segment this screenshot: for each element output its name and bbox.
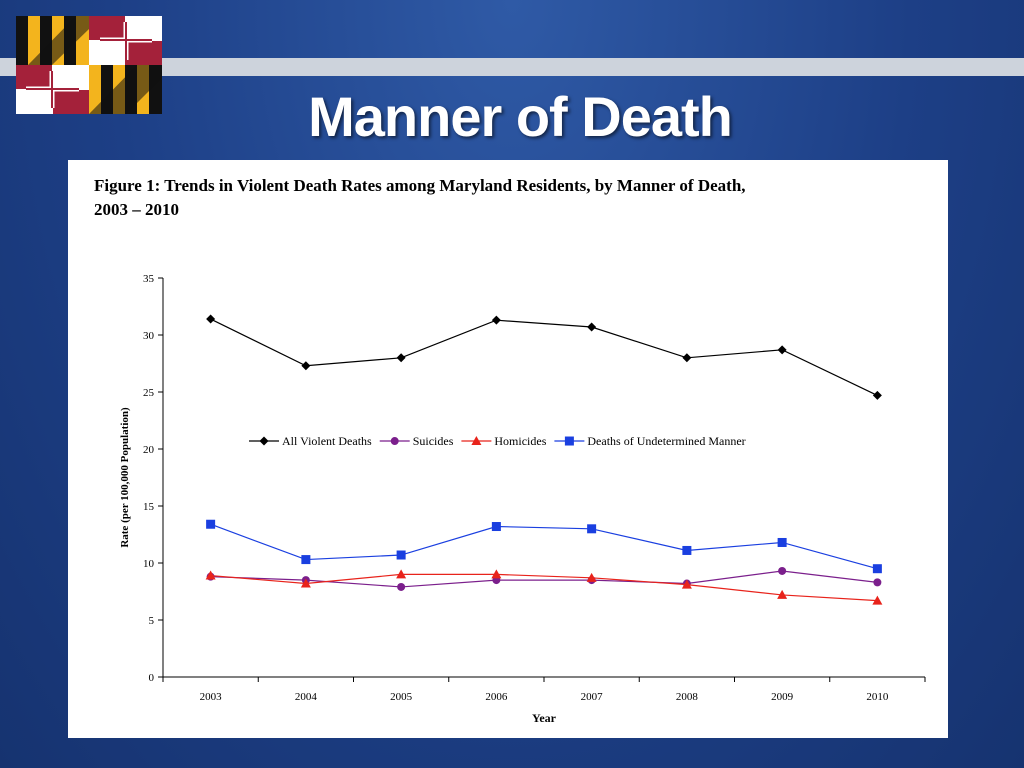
y-tick-label: 5: [149, 615, 155, 627]
maryland-flag-logo: [16, 16, 162, 114]
flag-crossland-quadrant-top-right: [89, 16, 162, 65]
flag-crossland-quadrant-bottom-left: [16, 65, 89, 114]
slide-title: Manner of Death: [308, 85, 733, 148]
y-tick-label: 10: [143, 558, 155, 570]
series-line-deaths-of-undetermined-manner: [210, 523, 878, 570]
data-point-deaths-of-undetermined-manner: [396, 550, 406, 560]
data-point-homicides: [396, 569, 407, 579]
data-point-homicides: [586, 572, 597, 582]
data-point-all-violent-deaths: [491, 315, 501, 325]
data-point-deaths-of-undetermined-manner: [587, 524, 597, 534]
x-tick-label: 2004: [295, 691, 318, 703]
data-point-deaths-of-undetermined-manner: [777, 537, 787, 547]
x-tick-label: 2006: [485, 691, 508, 703]
data-point-homicides: [491, 569, 502, 579]
data-point-all-violent-deaths: [777, 345, 787, 355]
data-point-deaths-of-undetermined-manner: [301, 555, 311, 565]
y-axis-label: Rate (per 100,000 Population): [119, 407, 131, 548]
x-tick-label: 2008: [676, 691, 699, 703]
data-point-all-violent-deaths: [682, 353, 692, 363]
data-point-all-violent-deaths: [872, 390, 882, 400]
legend-marker-deaths-of-undetermined-manner: [564, 436, 574, 446]
y-tick-label: 25: [143, 387, 155, 399]
figure-panel: Figure 1: Trends in Violent Death Rates …: [68, 160, 948, 738]
legend-label-all-violent-deaths: All Violent Deaths: [282, 434, 372, 448]
data-point-suicides: [397, 582, 406, 591]
data-point-all-violent-deaths: [206, 314, 216, 324]
y-tick-label: 0: [149, 672, 155, 684]
data-point-deaths-of-undetermined-manner: [206, 519, 216, 529]
flag-calvert-quadrant-top-left: [16, 16, 89, 65]
data-point-deaths-of-undetermined-manner: [682, 545, 692, 555]
legend-marker-suicides: [390, 437, 399, 446]
x-tick-label: 2005: [390, 691, 413, 703]
flag-calvert-quadrant-bottom-right: [89, 65, 162, 114]
data-point-homicides: [205, 570, 216, 580]
x-tick-label: 2009: [771, 691, 794, 703]
data-point-all-violent-deaths: [301, 361, 311, 371]
data-point-deaths-of-undetermined-manner: [872, 564, 882, 574]
x-tick-label: 2010: [866, 691, 889, 703]
y-tick-label: 20: [143, 444, 155, 456]
data-point-all-violent-deaths: [587, 322, 597, 332]
data-point-all-violent-deaths: [396, 353, 406, 363]
y-tick-label: 35: [143, 273, 155, 285]
data-point-suicides: [778, 566, 787, 575]
data-point-deaths-of-undetermined-manner: [491, 522, 501, 532]
series-line-suicides: [210, 570, 878, 588]
legend-label-homicides: Homicides: [494, 434, 546, 448]
data-point-homicides: [681, 579, 692, 589]
y-tick-label: 15: [143, 501, 155, 513]
y-tick-label: 30: [143, 330, 155, 342]
x-tick-label: 2007: [581, 691, 604, 703]
series-line-homicides: [210, 573, 878, 602]
data-point-homicides: [777, 589, 788, 599]
data-point-homicides: [300, 578, 311, 588]
data-point-homicides: [872, 595, 883, 605]
legend-marker-homicides: [471, 436, 482, 446]
figure-caption: Figure 1: Trends in Violent Death Rates …: [94, 176, 746, 219]
x-tick-label: 2003: [200, 691, 223, 703]
legend-marker-all-violent-deaths: [259, 436, 269, 446]
legend-label-deaths-of-undetermined-manner: Deaths of Undetermined Manner: [587, 434, 745, 448]
data-point-suicides: [873, 578, 882, 587]
line-chart: 0 5 10 15 20 25 30 35 2003 2004 2005 2006 2007 2008 20…: [119, 273, 926, 725]
header-band: [0, 58, 1024, 76]
x-axis-label: Year: [532, 711, 557, 725]
legend-label-suicides: Suicides: [413, 434, 454, 448]
series-line-all-violent-deaths: [210, 318, 878, 396]
